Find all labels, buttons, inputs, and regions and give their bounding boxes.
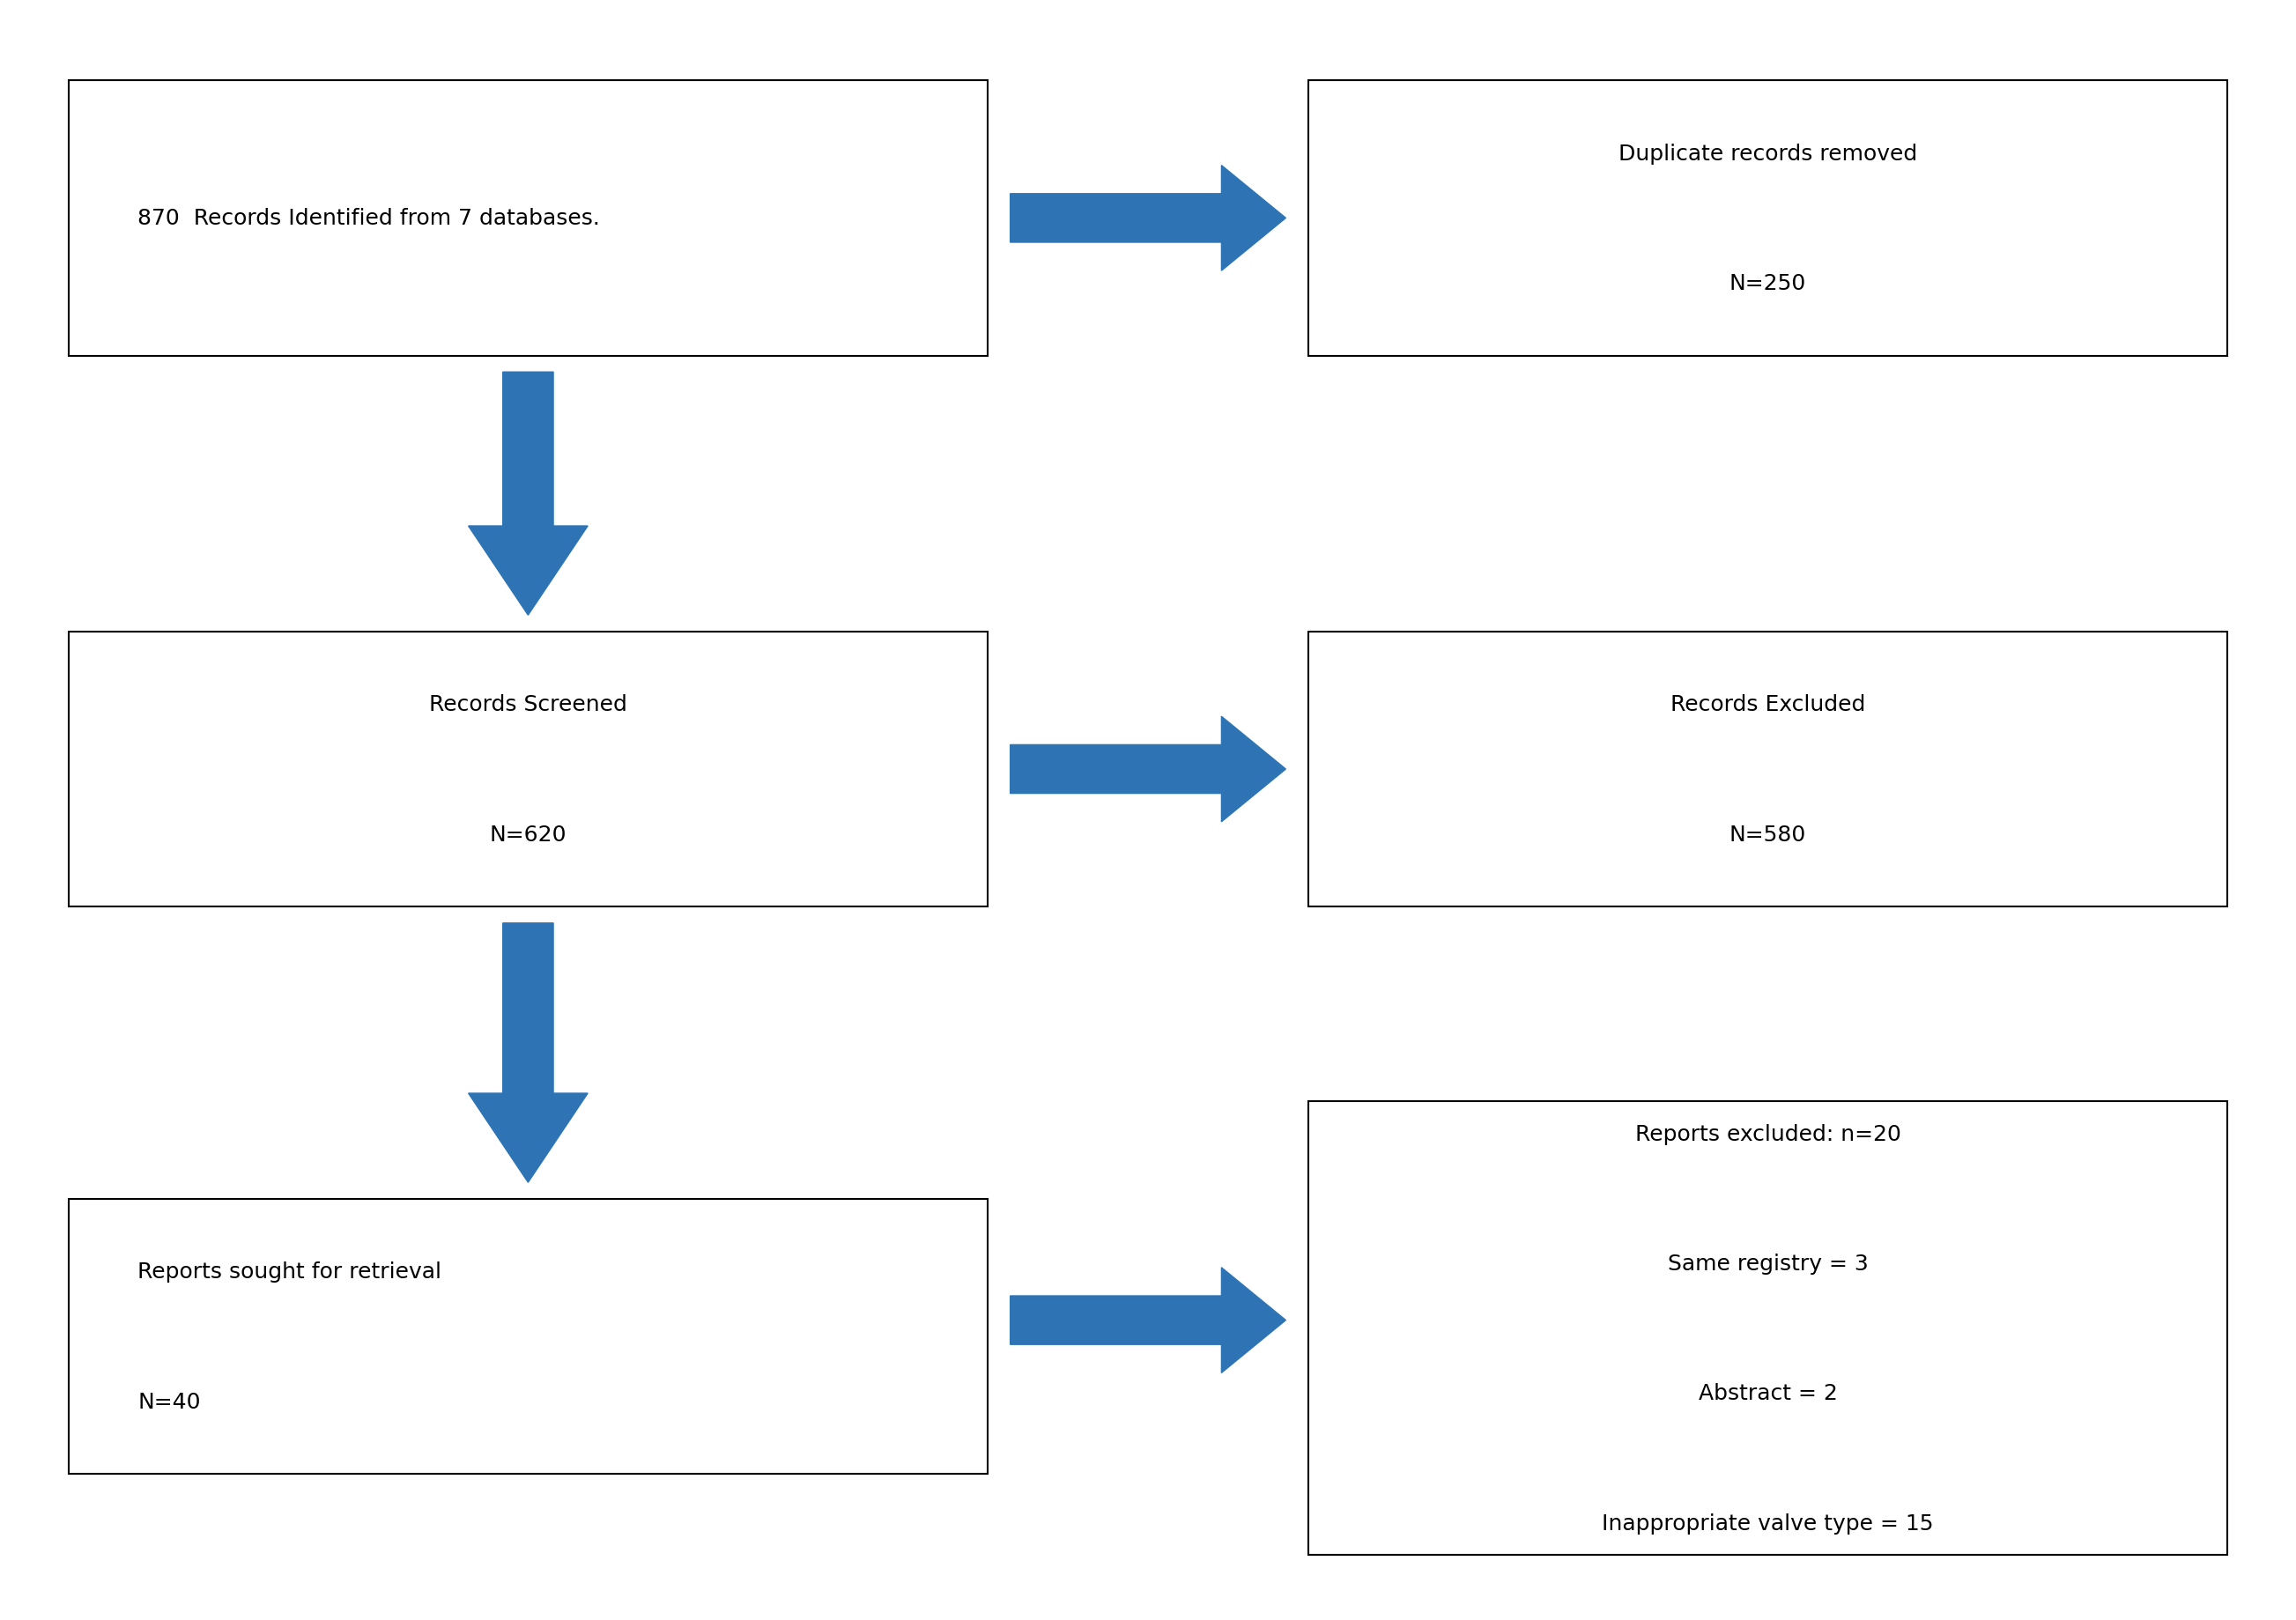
FancyBboxPatch shape xyxy=(69,1199,987,1474)
FancyBboxPatch shape xyxy=(1309,632,2227,907)
FancyArrow shape xyxy=(1010,716,1286,821)
Text: Reports sought for retrieval: Reports sought for retrieval xyxy=(138,1260,441,1283)
Text: Duplicate records removed: Duplicate records removed xyxy=(1619,143,1917,165)
Text: N=620: N=620 xyxy=(489,823,567,846)
FancyBboxPatch shape xyxy=(69,632,987,907)
Text: 870  Records Identified from 7 databases.: 870 Records Identified from 7 databases. xyxy=(138,207,599,230)
Text: Reports excluded: n=20: Reports excluded: n=20 xyxy=(1635,1123,1901,1145)
FancyArrow shape xyxy=(468,923,588,1183)
Text: N=580: N=580 xyxy=(1729,823,1807,846)
FancyBboxPatch shape xyxy=(1309,1102,2227,1555)
Text: Same registry = 3: Same registry = 3 xyxy=(1667,1252,1869,1275)
Text: N=250: N=250 xyxy=(1729,272,1807,295)
FancyArrow shape xyxy=(1010,167,1286,271)
Text: Inappropriate valve type = 15: Inappropriate valve type = 15 xyxy=(1603,1511,1933,1534)
FancyBboxPatch shape xyxy=(69,81,987,356)
Text: Records Screened: Records Screened xyxy=(429,693,627,716)
FancyBboxPatch shape xyxy=(1309,81,2227,356)
FancyArrow shape xyxy=(1010,1267,1286,1372)
Text: Records Excluded: Records Excluded xyxy=(1671,693,1864,716)
Text: N=40: N=40 xyxy=(138,1390,200,1413)
FancyArrow shape xyxy=(468,373,588,616)
Text: Abstract = 2: Abstract = 2 xyxy=(1699,1382,1837,1405)
